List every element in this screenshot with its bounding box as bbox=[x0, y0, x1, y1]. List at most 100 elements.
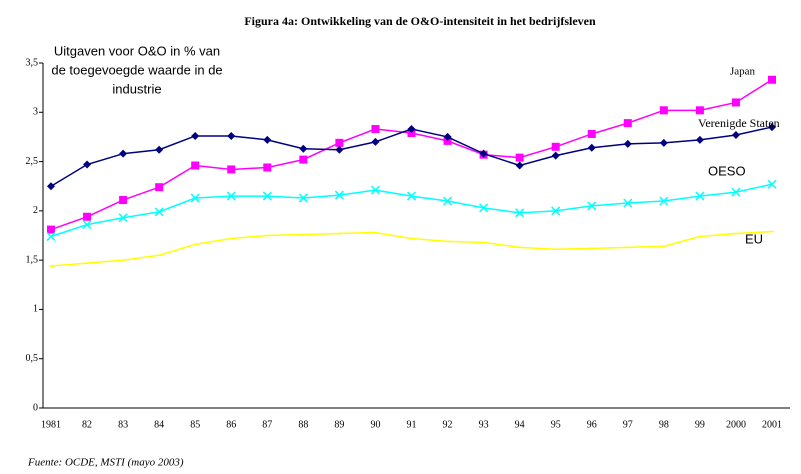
x-tick-label: 99 bbox=[695, 419, 705, 430]
marker bbox=[768, 75, 776, 84]
marker bbox=[227, 165, 236, 174]
series-label: Verenigde Staten bbox=[698, 116, 780, 130]
marker bbox=[587, 201, 597, 211]
marker bbox=[47, 225, 55, 234]
marker bbox=[190, 193, 200, 203]
marker bbox=[46, 231, 56, 242]
y-tick-label: 0 bbox=[33, 402, 38, 413]
x-tick-label: 95 bbox=[551, 419, 561, 430]
marker bbox=[479, 203, 489, 213]
marker bbox=[118, 213, 128, 223]
x-tick-label: 92 bbox=[443, 419, 453, 430]
marker bbox=[47, 182, 55, 191]
marker bbox=[119, 149, 128, 158]
x-tick-label: 90 bbox=[370, 419, 380, 430]
marker bbox=[551, 151, 560, 160]
x-tick-label: 88 bbox=[298, 419, 308, 430]
marker bbox=[119, 196, 128, 205]
y-tick-label: 3 bbox=[33, 107, 38, 118]
marker bbox=[334, 190, 344, 200]
marker bbox=[335, 145, 344, 154]
x-tick-label: 93 bbox=[479, 419, 489, 430]
marker bbox=[551, 206, 561, 216]
series-line bbox=[50, 79, 773, 231]
marker bbox=[551, 142, 560, 151]
marker bbox=[479, 149, 488, 158]
y-label: industrie bbox=[112, 81, 161, 96]
marker bbox=[299, 155, 308, 164]
marker bbox=[298, 193, 308, 203]
marker bbox=[155, 145, 164, 154]
y-tick-label: 3,5 bbox=[26, 57, 39, 68]
marker bbox=[407, 125, 416, 134]
marker bbox=[515, 208, 525, 218]
y-label: Uitgaven voor O&O in % van bbox=[54, 43, 220, 58]
marker bbox=[263, 135, 272, 144]
marker bbox=[731, 98, 740, 107]
marker bbox=[154, 207, 164, 217]
y-label: de toegevoegde waarde in de bbox=[51, 62, 222, 77]
marker bbox=[335, 138, 344, 147]
marker bbox=[83, 160, 92, 169]
marker bbox=[659, 138, 668, 147]
marker bbox=[695, 135, 704, 144]
marker bbox=[623, 198, 633, 208]
series-line bbox=[50, 183, 773, 238]
x-tick-label: 2001 bbox=[762, 419, 782, 430]
marker bbox=[227, 131, 236, 140]
marker bbox=[587, 129, 596, 138]
marker bbox=[82, 220, 92, 230]
marker bbox=[406, 191, 417, 201]
series-label: OESO bbox=[708, 163, 746, 178]
chart-title: Figura 4a: Ontwikkeling van de O&O-inten… bbox=[244, 14, 596, 28]
marker bbox=[155, 183, 164, 192]
x-tick-label: 82 bbox=[82, 419, 92, 430]
marker bbox=[731, 187, 741, 197]
marker bbox=[695, 191, 705, 201]
marker bbox=[262, 191, 272, 201]
marker bbox=[587, 143, 596, 152]
x-tick-label: 97 bbox=[623, 419, 633, 430]
x-tick-label: 2000 bbox=[726, 419, 746, 430]
marker bbox=[659, 196, 669, 206]
marker bbox=[83, 212, 92, 221]
x-tick-label: 91 bbox=[407, 419, 417, 430]
series-label: EU bbox=[745, 231, 763, 246]
y-tick-label: 1,5 bbox=[26, 254, 39, 265]
marker bbox=[443, 196, 453, 206]
y-tick-label: 0,5 bbox=[26, 353, 39, 364]
marker bbox=[515, 153, 524, 162]
y-tick-label: 2,5 bbox=[26, 156, 39, 167]
marker bbox=[191, 131, 200, 140]
y-tick-label: 1 bbox=[33, 304, 38, 315]
marker bbox=[226, 191, 236, 201]
series-line bbox=[50, 230, 773, 267]
x-tick-label: 1981 bbox=[41, 419, 61, 430]
marker bbox=[768, 123, 776, 132]
marker bbox=[515, 161, 524, 170]
marker bbox=[263, 163, 272, 172]
x-tick-label: 87 bbox=[262, 419, 272, 430]
x-tick-label: 84 bbox=[154, 419, 164, 430]
x-tick-label: 98 bbox=[659, 419, 669, 430]
marker bbox=[623, 119, 632, 128]
marker bbox=[623, 139, 632, 148]
x-tick-label: 94 bbox=[515, 419, 525, 430]
marker bbox=[371, 137, 380, 146]
marker bbox=[191, 161, 200, 170]
x-tick-label: 96 bbox=[587, 419, 597, 430]
y-tick-label: 2 bbox=[33, 205, 38, 216]
series-label: Japan bbox=[730, 66, 756, 78]
marker bbox=[767, 179, 777, 189]
x-tick-label: 89 bbox=[334, 419, 344, 430]
source: Fuente: OCDE, MSTI (mayo 2003) bbox=[27, 457, 184, 469]
marker bbox=[443, 132, 452, 141]
marker bbox=[299, 144, 308, 153]
marker bbox=[370, 185, 380, 195]
marker bbox=[371, 125, 380, 134]
x-tick-label: 85 bbox=[190, 419, 200, 430]
x-tick-label: 86 bbox=[226, 419, 236, 430]
marker bbox=[695, 106, 704, 115]
